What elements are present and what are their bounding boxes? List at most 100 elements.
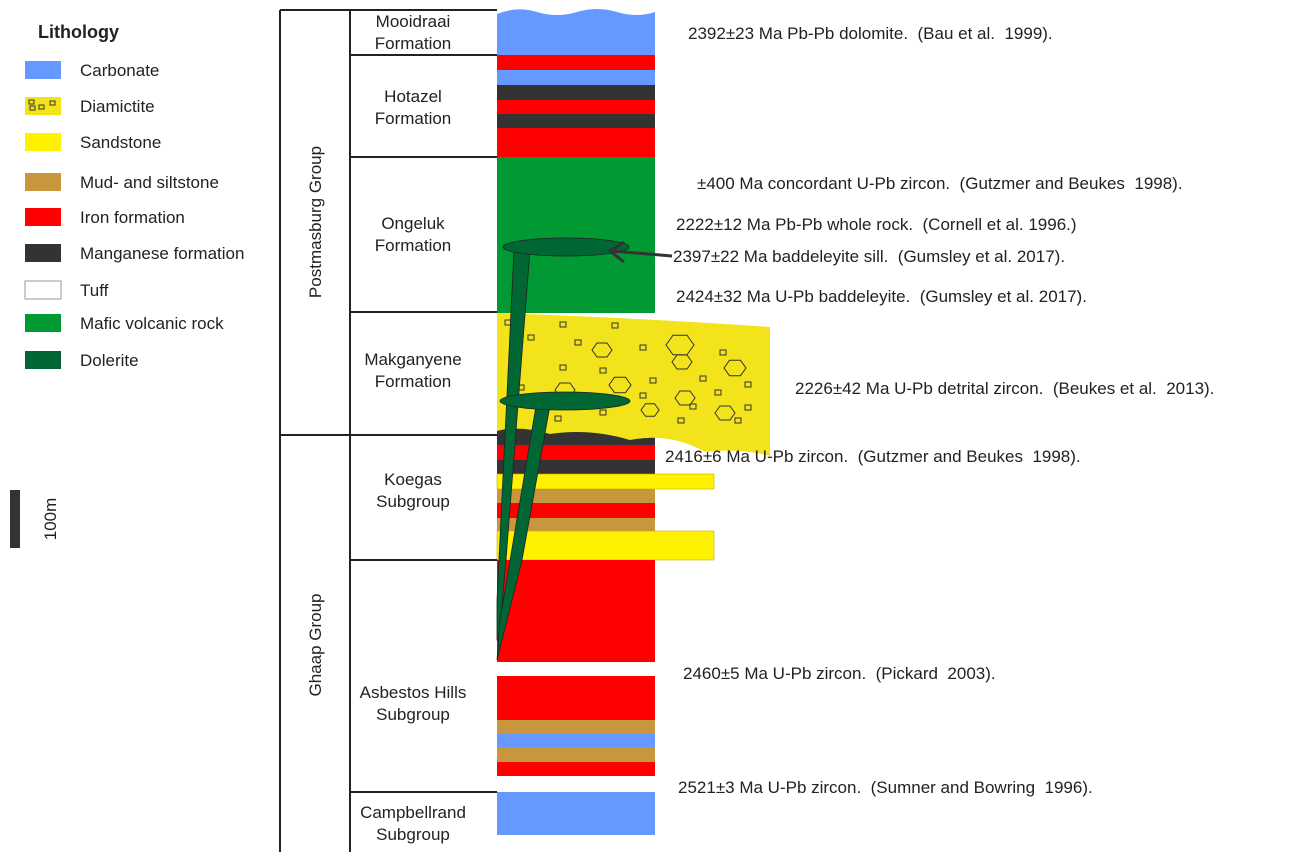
clast [665,334,695,356]
layer [497,460,655,474]
lithology-column [496,9,770,835]
clast [554,415,562,422]
layer [497,776,655,792]
clast [671,354,693,370]
arrow [607,240,673,264]
diamictite [497,313,770,456]
unit-labels: Postmasburg Group Ghaap Group Mooidraai For… [306,12,466,844]
clast [559,321,567,328]
swatch-clast [29,105,36,111]
legend-label: Diamictite [80,97,155,116]
age-annotation: 2222±12 Ma Pb-Pb whole rock. (Cornell et… [676,215,1077,234]
layer [497,662,655,676]
clast [719,349,727,356]
age-annotation: ±400 Ma concordant U-Pb zircon. (Gutzmer… [697,174,1183,193]
layer [497,70,655,85]
clast [714,389,722,396]
carbonate-top [497,9,655,55]
layer [497,734,655,747]
legend-swatch [25,244,61,262]
clast [574,339,582,346]
dolerite-sill [499,391,631,411]
age-annotation: 2460±5 Ma U-Pb zircon. (Pickard 2003). [683,664,996,683]
layer [497,720,655,734]
layer [496,530,715,561]
legend-swatch [25,314,61,332]
unit-label: Subgroup [376,492,450,511]
legend-swatch [24,280,62,300]
clast [677,417,685,424]
unit-label: Formation [375,372,452,391]
legend-label: Mafic volcanic rock [80,314,224,333]
legend-label: Dolerite [80,351,139,370]
unit-label: Asbestos Hills [360,683,467,702]
layer [497,560,655,662]
unit-label: Formation [375,236,452,255]
clast [699,375,707,382]
clast [639,392,647,399]
age-annotation: 2226±42 Ma U-Pb detrital zircon. (Beukes… [795,379,1214,398]
legend: Carbonate Diamictite Sandstone Mud- and sil… [24,61,244,370]
clast [714,405,736,421]
swatch-clast [38,104,45,110]
clast [640,403,660,417]
group-label: Postmasburg Group [306,146,325,298]
clast [559,364,567,371]
legend-swatch [25,133,61,151]
layer [497,762,655,776]
unit-label: Mooidraai [376,12,451,31]
scale-label: 100m [41,498,60,541]
layer [497,128,655,157]
clast [599,409,607,416]
clast [591,342,613,358]
age-annotation: 2424±32 Ma U-Pb baddeleyite. (Gumsley et… [676,287,1087,306]
unit-label: Formation [375,34,452,53]
age-annotation: 2521±3 Ma U-Pb zircon. (Sumner and Bowri… [678,778,1093,797]
layer [497,445,655,460]
unit-label: Koegas [384,470,442,489]
clast [611,322,619,329]
layer [497,85,655,100]
layer [497,489,655,503]
legend-label: Manganese formation [80,244,244,263]
clast [608,376,632,394]
unit-label: Formation [375,109,452,128]
clast [734,417,742,424]
unit-label: Ongeluk [381,214,445,233]
unit-label: Campbellrand [360,803,466,822]
swatch-clast [49,100,56,106]
unit-label: Subgroup [376,705,450,724]
clast [639,344,647,351]
age-annotation: 2416±6 Ma U-Pb zircon. (Gutzmer and Beuk… [665,447,1081,466]
legend-swatch [25,173,61,191]
layer [497,100,655,114]
layer [497,503,655,518]
group-label: Ghaap Group [306,593,325,696]
layer [497,518,655,531]
layer [497,747,655,762]
clast [649,377,657,384]
legend-swatch [25,351,61,369]
clast [723,359,747,377]
legend-swatch [25,208,61,226]
clast [674,390,696,406]
unit-label: Hotazel [384,87,442,106]
scale-bar [10,490,20,548]
clast [744,381,752,388]
legend-swatch [25,61,61,79]
legend-label: Sandstone [80,133,161,152]
unit-label: Makganyene [364,350,461,369]
legend-label: Carbonate [80,61,159,80]
clast [599,367,607,374]
legend-label: Tuff [80,281,109,300]
layer [497,676,655,720]
column-frame [279,9,497,852]
clast [689,403,697,410]
clast [527,334,535,341]
layer [497,55,655,70]
legend-label: Mud- and siltstone [80,173,219,192]
clast [744,404,752,411]
swatch-clast [28,99,35,105]
layer [497,114,655,128]
